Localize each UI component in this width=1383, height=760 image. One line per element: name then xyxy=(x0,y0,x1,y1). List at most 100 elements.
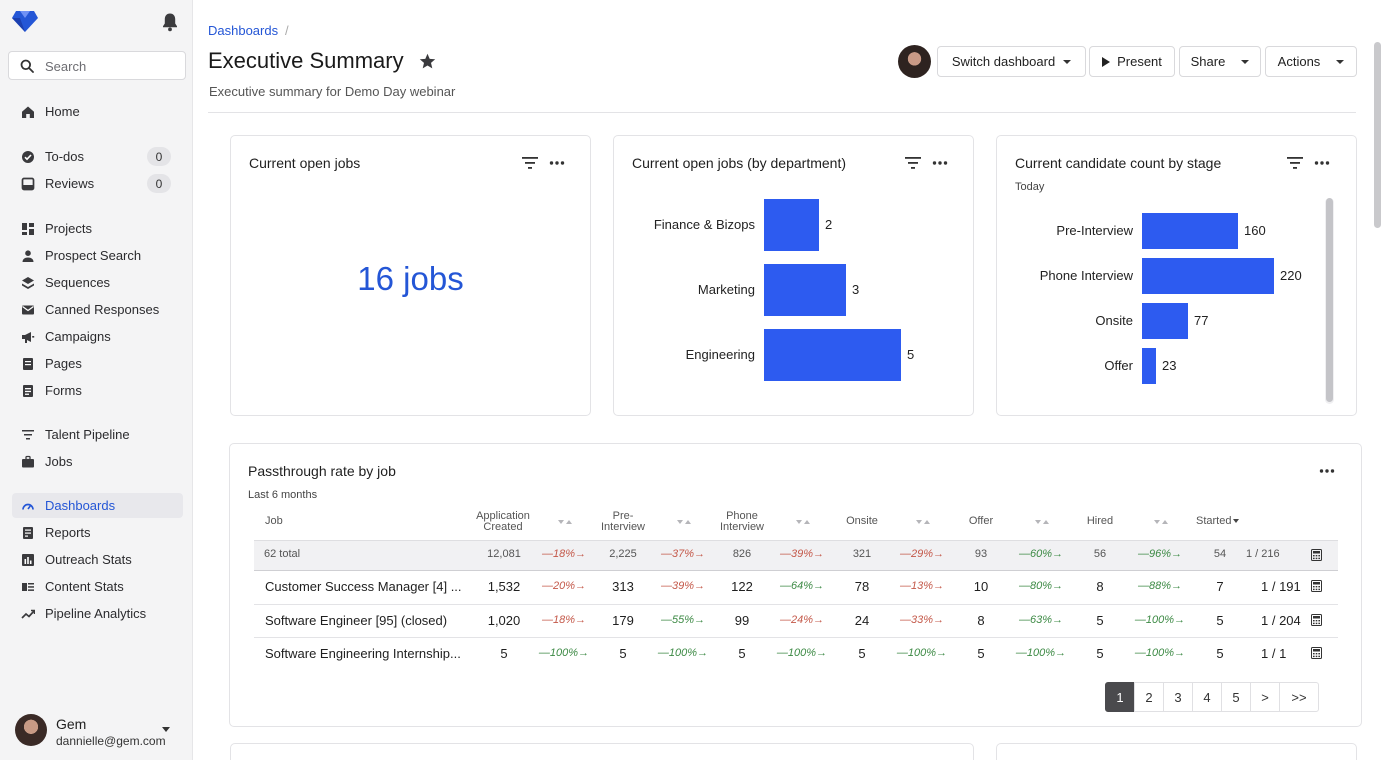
chart-bar[interactable] xyxy=(764,264,846,316)
grid-icon xyxy=(20,221,35,236)
conversion-rate: —13%→ xyxy=(899,580,945,592)
sort-icon[interactable] xyxy=(915,518,931,526)
row-divider xyxy=(254,637,1338,638)
conversion-rate: —39%→ xyxy=(660,580,706,592)
actions-button[interactable]: Actions xyxy=(1265,46,1357,77)
conversion-rate: —100%→ xyxy=(1015,647,1067,659)
column-header-phone-interview[interactable]: Phone Interview xyxy=(707,511,777,533)
page-button[interactable]: 1 xyxy=(1105,682,1135,712)
chart-bar[interactable] xyxy=(764,329,901,381)
calculator-icon[interactable] xyxy=(1311,614,1322,626)
owner-avatar[interactable] xyxy=(898,45,931,78)
column-header-offer[interactable]: Offer xyxy=(968,515,994,527)
bar-category-label: Pre-Interview xyxy=(1056,223,1133,238)
sidebar-item-label: Campaigns xyxy=(45,329,111,344)
conversion-rate: —18%→ xyxy=(541,548,587,560)
filter-icon[interactable] xyxy=(1287,156,1303,170)
sidebar-item-to-dos[interactable]: To-dos 0 xyxy=(12,144,183,169)
column-header-job[interactable]: Job xyxy=(265,515,283,527)
user-menu[interactable]: Gem dannielle@gem.com xyxy=(15,714,180,750)
sidebar-item-pages[interactable]: Pages xyxy=(12,351,183,376)
filter-icon[interactable] xyxy=(905,156,921,170)
sidebar: Home To-dos 0 Reviews 0 Projects Prospect Sear… xyxy=(0,0,193,760)
sidebar-item-forms[interactable]: Forms xyxy=(12,378,183,403)
actions-label: Actions xyxy=(1277,54,1321,69)
count-badge: 0 xyxy=(147,147,171,166)
page-button[interactable]: 4 xyxy=(1192,682,1222,712)
more-options-icon[interactable] xyxy=(1314,156,1330,170)
card-placeholder xyxy=(996,743,1357,760)
sort-icon[interactable] xyxy=(795,518,811,526)
total-count: 93 xyxy=(974,548,988,560)
sidebar-item-canned-responses[interactable]: Canned Responses xyxy=(12,297,183,322)
total-label: 62 total xyxy=(264,548,301,560)
breadcrumb[interactable]: Dashboards xyxy=(208,23,279,38)
sidebar-item-prospect-search[interactable]: Prospect Search xyxy=(12,243,183,268)
column-header-started[interactable]: Started xyxy=(1196,516,1240,527)
share-button[interactable]: Share xyxy=(1179,46,1261,77)
chart-bar[interactable] xyxy=(1142,258,1274,294)
sidebar-item-dashboards[interactable]: Dashboards xyxy=(12,493,183,518)
column-header-hired[interactable]: Hired xyxy=(1086,515,1114,527)
page-scrollbar[interactable] xyxy=(1374,42,1381,228)
column-header-pre-interview[interactable]: Pre- Interview xyxy=(588,511,658,533)
calculator-icon[interactable] xyxy=(1311,580,1322,592)
chart-bar[interactable] xyxy=(1142,348,1156,384)
sidebar-item-content-stats[interactable]: Content Stats xyxy=(12,574,183,599)
column-header-onsite[interactable]: Onsite xyxy=(846,515,878,527)
chart-bar[interactable] xyxy=(764,199,819,251)
calculator-icon[interactable] xyxy=(1311,549,1322,561)
chart-bar[interactable] xyxy=(1142,303,1188,339)
calculator-icon[interactable] xyxy=(1311,647,1322,659)
inbox-icon xyxy=(20,176,35,191)
form-icon xyxy=(20,383,35,398)
page-button[interactable]: 3 xyxy=(1163,682,1193,712)
sidebar-item-reports[interactable]: Reports xyxy=(12,520,183,545)
sidebar-item-home[interactable]: Home xyxy=(12,99,183,124)
sidebar-item-pipeline-analytics[interactable]: Pipeline Analytics xyxy=(12,601,183,626)
sort-desc-icon xyxy=(1233,519,1240,524)
switch-dashboard-button[interactable]: Switch dashboard xyxy=(937,46,1086,77)
sort-icon[interactable] xyxy=(1034,518,1050,526)
star-icon[interactable] xyxy=(419,53,436,70)
search-input[interactable] xyxy=(45,56,180,76)
page-title: Executive Summary xyxy=(208,48,404,73)
sidebar-item-reviews[interactable]: Reviews 0 xyxy=(12,171,183,196)
gem-logo-icon[interactable] xyxy=(11,9,39,33)
sidebar-item-campaigns[interactable]: Campaigns xyxy=(12,324,183,349)
page-button[interactable]: > xyxy=(1250,682,1280,712)
more-options-icon[interactable] xyxy=(1319,464,1335,478)
filter-icon[interactable] xyxy=(522,156,538,170)
sort-icon[interactable] xyxy=(1153,518,1169,526)
total-count: 56 xyxy=(1093,548,1107,560)
search-box[interactable] xyxy=(8,51,186,80)
present-button[interactable]: Present xyxy=(1089,46,1175,77)
more-options-icon[interactable] xyxy=(549,156,565,170)
card-scrollbar[interactable] xyxy=(1326,198,1333,402)
sidebar-item-label: Dashboards xyxy=(45,498,116,513)
conversion-rate: —63%→ xyxy=(1018,614,1064,626)
column-header-application-created[interactable]: Application Created xyxy=(468,511,538,533)
bell-icon[interactable] xyxy=(161,12,179,32)
chart-bar[interactable] xyxy=(1142,213,1238,249)
page-button[interactable]: >> xyxy=(1279,682,1319,712)
more-options-icon[interactable] xyxy=(932,156,948,170)
sort-icon[interactable] xyxy=(676,518,692,526)
page-button[interactable]: 5 xyxy=(1221,682,1251,712)
conversion-rate: —60%→ xyxy=(1018,548,1064,560)
stage-count: 78 xyxy=(854,579,870,594)
stage-count: 5 xyxy=(500,646,508,661)
sidebar-item-label: Reviews xyxy=(45,176,95,191)
card-candidate-count-by-stage: Current candidate count by stage Today P… xyxy=(996,135,1357,416)
sidebar-item-sequences[interactable]: Sequences xyxy=(12,270,183,295)
sidebar-item-label: Sequences xyxy=(45,275,111,290)
sidebar-item-talent-pipeline[interactable]: Talent Pipeline xyxy=(12,422,183,447)
sidebar-item-projects[interactable]: Projects xyxy=(12,216,183,241)
conversion-rate: —100%→ xyxy=(776,647,828,659)
sort-icon[interactable] xyxy=(557,518,573,526)
stage-count: 5 xyxy=(619,646,627,661)
funnel-icon xyxy=(20,427,35,442)
sidebar-item-outreach-stats[interactable]: Outreach Stats xyxy=(12,547,183,572)
page-button[interactable]: 2 xyxy=(1134,682,1164,712)
sidebar-item-jobs[interactable]: Jobs xyxy=(12,449,183,474)
